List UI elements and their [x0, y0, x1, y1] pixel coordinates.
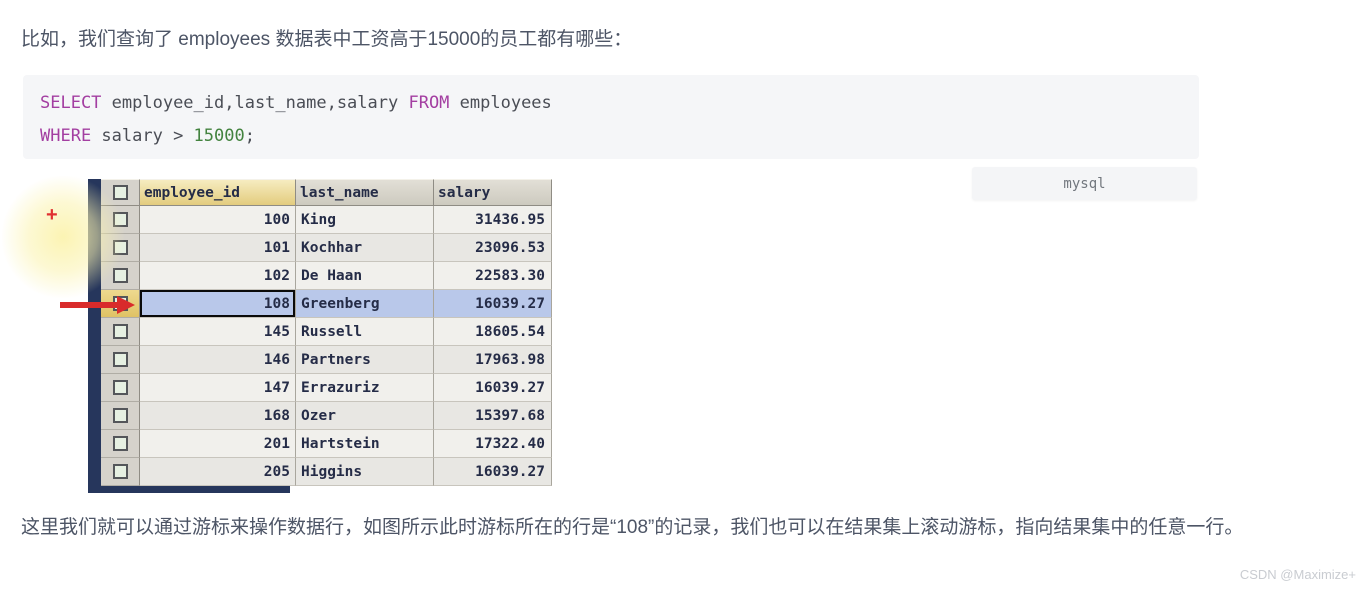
- table-row[interactable]: 100 King 31436.95: [101, 206, 552, 234]
- row-gutter-cell[interactable]: [101, 430, 140, 458]
- row-checkbox[interactable]: [112, 324, 128, 339]
- grid-rows: 100 King 31436.95 101 Kochhar 23096.53 102 De H…: [101, 206, 552, 486]
- grid-cell[interactable]: 23096.53: [434, 234, 552, 262]
- code-token-number: 15000: [193, 126, 245, 146]
- row-gutter-cell[interactable]: [101, 318, 140, 346]
- row-checkbox[interactable]: [112, 352, 128, 367]
- mysql-result-grid-screenshot: employee_id last_name salary 100 King 3143…: [88, 179, 553, 493]
- grid-cell[interactable]: Greenberg: [296, 290, 434, 318]
- red-arrow-head: [117, 296, 135, 314]
- grid-cell[interactable]: 168: [140, 402, 296, 430]
- row-checkbox[interactable]: [112, 408, 128, 423]
- table-row[interactable]: 108 Greenberg 16039.27: [101, 290, 552, 318]
- grid-cell[interactable]: 102: [140, 262, 296, 290]
- grid-cell[interactable]: King: [296, 206, 434, 234]
- grid-cell[interactable]: 31436.95: [434, 206, 552, 234]
- grid-cell[interactable]: 201: [140, 430, 296, 458]
- code-language-bar: mysql: [972, 167, 1197, 200]
- code-line: WHERE salary > 15000;: [40, 120, 1182, 153]
- red-arrow-annotation: [60, 296, 135, 314]
- table-row[interactable]: 201 Hartstein 17322.40: [101, 430, 552, 458]
- row-checkbox[interactable]: [112, 380, 128, 395]
- grid-cell[interactable]: Errazuriz: [296, 374, 434, 402]
- grid-cell[interactable]: 18605.54: [434, 318, 552, 346]
- column-header-last-name[interactable]: last_name: [296, 179, 434, 206]
- table-row[interactable]: 168 Ozer 15397.68: [101, 402, 552, 430]
- grid-cell[interactable]: 101: [140, 234, 296, 262]
- grid-cell[interactable]: De Haan: [296, 262, 434, 290]
- grid-cell[interactable]: 16039.27: [434, 458, 552, 486]
- result-grid: employee_id last_name salary 100 King 3143…: [101, 179, 552, 486]
- grid-cell[interactable]: 15397.68: [434, 402, 552, 430]
- grid-bottom-border: [88, 486, 290, 493]
- column-header-salary[interactable]: salary: [434, 179, 552, 206]
- code-token-plain: employees: [449, 93, 552, 113]
- outro-paragraph: 这里我们就可以通过游标来操作数据行，如图所示此时游标所在的行是“108”的记录，…: [21, 517, 1244, 538]
- table-row[interactable]: 146 Partners 17963.98: [101, 346, 552, 374]
- column-header-employee-id[interactable]: employee_id: [140, 179, 296, 206]
- grid-cell[interactable]: Higgins: [296, 458, 434, 486]
- row-checkbox[interactable]: [112, 436, 128, 451]
- row-gutter-cell[interactable]: [101, 346, 140, 374]
- sql-code-block: SELECT employee_id,last_name,salary FROM…: [23, 75, 1199, 159]
- grid-cell[interactable]: 145: [140, 318, 296, 346]
- code-token-plain: employee_id,last_name,salary: [101, 93, 409, 113]
- row-gutter-cell[interactable]: [101, 402, 140, 430]
- code-language-label: mysql: [1063, 175, 1106, 192]
- grid-header-row: employee_id last_name salary: [101, 179, 552, 206]
- table-row[interactable]: 147 Errazuriz 16039.27: [101, 374, 552, 402]
- grid-cell[interactable]: Russell: [296, 318, 434, 346]
- table-row[interactable]: 102 De Haan 22583.30: [101, 262, 552, 290]
- grid-cell[interactable]: 205: [140, 458, 296, 486]
- grid-cell[interactable]: 100: [140, 206, 296, 234]
- plus-cursor-annotation: +: [46, 204, 58, 226]
- grid-cell[interactable]: Kochhar: [296, 234, 434, 262]
- code-token-plain: ;: [244, 126, 255, 146]
- code-lines: SELECT employee_id,last_name,salary FROM…: [40, 87, 1182, 153]
- grid-cell[interactable]: Partners: [296, 346, 434, 374]
- code-line: SELECT employee_id,last_name,salary FROM…: [40, 87, 1182, 120]
- grid-cell[interactable]: 16039.27: [434, 374, 552, 402]
- grid-cell[interactable]: Hartstein: [296, 430, 434, 458]
- grid-cell[interactable]: 17322.40: [434, 430, 552, 458]
- table-row[interactable]: 101 Kochhar 23096.53: [101, 234, 552, 262]
- table-row[interactable]: 205 Higgins 16039.27: [101, 458, 552, 486]
- table-row[interactable]: 145 Russell 18605.54: [101, 318, 552, 346]
- grid-cell[interactable]: 146: [140, 346, 296, 374]
- red-arrow-shaft: [60, 302, 118, 308]
- grid-cell[interactable]: 22583.30: [434, 262, 552, 290]
- row-checkbox[interactable]: [112, 464, 128, 479]
- code-token-keyword: FROM: [408, 93, 450, 113]
- watermark: CSDN @Maximize+: [1239, 567, 1356, 582]
- grid-cell[interactable]: 108: [140, 290, 296, 318]
- grid-cell[interactable]: 17963.98: [434, 346, 552, 374]
- row-gutter-cell[interactable]: [101, 458, 140, 486]
- grid-cell[interactable]: Ozer: [296, 402, 434, 430]
- code-token-plain: salary >: [91, 126, 194, 146]
- code-token-keyword: SELECT: [40, 93, 102, 113]
- highlight-glow: [2, 176, 124, 298]
- intro-paragraph: 比如，我们查询了 employees 数据表中工资高于15000的员工都有哪些：: [21, 29, 633, 50]
- grid-cell[interactable]: 147: [140, 374, 296, 402]
- grid-cell[interactable]: 16039.27: [434, 290, 552, 318]
- row-gutter-cell[interactable]: [101, 374, 140, 402]
- code-token-keyword: WHERE: [40, 126, 92, 146]
